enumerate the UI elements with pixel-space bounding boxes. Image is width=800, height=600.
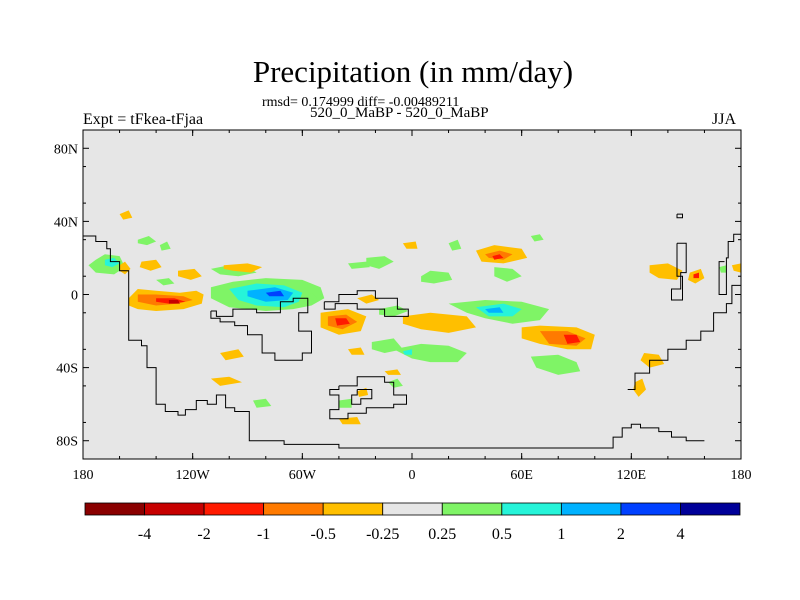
coastline — [210, 297, 312, 361]
x-tick-label: 60E — [510, 468, 533, 483]
colorbar-label: 1 — [557, 526, 565, 543]
contour-region — [379, 305, 409, 317]
x-tick-label: 60W — [289, 468, 317, 483]
colorbar-swatch — [680, 502, 741, 516]
colorbar-swatch — [441, 502, 503, 516]
contour-region — [265, 290, 285, 297]
colorbar-label: -0.25 — [366, 526, 399, 543]
coastline — [83, 235, 705, 449]
contour-region — [393, 343, 467, 363]
contour-region — [402, 241, 418, 249]
experiment-label: Expt = tFkea-tFjaa — [83, 111, 204, 128]
x-tick-label: 120W — [176, 468, 211, 483]
contour-region — [104, 257, 120, 268]
colorbar-label: -4 — [138, 526, 151, 543]
season-label: JJA — [712, 111, 737, 128]
precip-difference-contours — [88, 210, 741, 425]
coastline — [627, 284, 741, 390]
case-comparison-title: 520_0_MaBP - 520_0_MaBP — [310, 105, 489, 121]
colorbar-swatch — [84, 502, 145, 516]
contour-region — [731, 263, 741, 273]
contour-region — [494, 267, 522, 282]
coastline — [323, 290, 409, 317]
y-tick-label: 40S — [56, 362, 78, 377]
colorbar-label: 0.5 — [492, 526, 512, 543]
rmsd-diff-subtitle: rmsd= 0.174999 diff= -0.00489211 — [262, 95, 460, 110]
colorbar-swatch — [144, 502, 205, 516]
contour-region — [178, 268, 202, 280]
contour-region — [563, 334, 581, 344]
colorbar-swatch — [501, 502, 562, 516]
x-tick-label: 180 — [731, 468, 752, 483]
contour-region — [402, 349, 412, 355]
colorbar-swatch — [322, 502, 384, 516]
coastline — [718, 233, 741, 295]
x-tick-label: 180 — [73, 468, 94, 483]
contour-region — [253, 398, 272, 408]
contour-region — [649, 263, 683, 280]
axis-ticks: 180 120W 60W 0 60E 120E 180 80N 40N 0 40S 80S — [54, 129, 752, 483]
colorbar-label: 0.25 — [428, 526, 456, 543]
contour-region — [223, 263, 263, 273]
colorbar-swatch — [560, 502, 622, 516]
contour-region — [357, 294, 380, 304]
colorbar-swatch — [382, 502, 443, 516]
contour-region — [384, 369, 401, 375]
contour-region — [168, 300, 180, 304]
x-tick-label: 120E — [617, 468, 647, 483]
contour-region — [119, 210, 133, 220]
colorbar: -4 -2 -1 -0.5 -0.25 0.25 0.5 1 2 4 — [84, 502, 741, 543]
colorbar-swatch — [620, 502, 681, 516]
colorbar-label: 4 — [676, 526, 684, 543]
contour-region — [448, 239, 462, 251]
contour-region — [348, 347, 365, 355]
contour-region — [492, 254, 504, 260]
plot-title: Precipitation (in mm/day) — [252, 54, 574, 89]
x-tick-label: 0 — [409, 468, 416, 483]
contour-region — [348, 261, 370, 269]
colorbar-label: 2 — [617, 526, 625, 543]
contour-region — [719, 265, 727, 273]
coastline — [329, 376, 407, 420]
contour-region — [139, 259, 162, 271]
coastline — [676, 213, 683, 219]
coastline — [351, 389, 373, 405]
y-tick-label: 80N — [54, 142, 78, 157]
contour-region — [335, 318, 350, 326]
contour-region — [421, 270, 453, 284]
contour-region — [402, 312, 476, 333]
contour-region — [388, 378, 403, 388]
colorbar-label: -1 — [257, 526, 270, 543]
colorbar-label: -0.5 — [311, 526, 336, 543]
contour-region — [220, 349, 244, 361]
contour-region — [530, 354, 581, 375]
colorbar-swatch — [263, 502, 324, 516]
contour-region — [159, 241, 171, 251]
contour-region — [530, 234, 544, 242]
contour-region — [137, 236, 157, 246]
contour-region — [693, 272, 699, 279]
contour-region — [302, 292, 317, 302]
contour-region — [485, 307, 504, 313]
coastline — [671, 242, 687, 301]
contour-region — [366, 256, 394, 269]
y-tick-label: 80S — [56, 435, 78, 450]
colorbar-label: -2 — [197, 526, 210, 543]
contour-region — [338, 398, 352, 408]
coastlines — [83, 213, 741, 449]
y-tick-label: 0 — [71, 289, 78, 304]
contour-region — [156, 278, 175, 286]
contour-region — [633, 378, 646, 397]
y-tick-label: 40N — [54, 215, 78, 230]
colorbar-swatch — [203, 502, 265, 516]
contour-region — [210, 376, 242, 386]
